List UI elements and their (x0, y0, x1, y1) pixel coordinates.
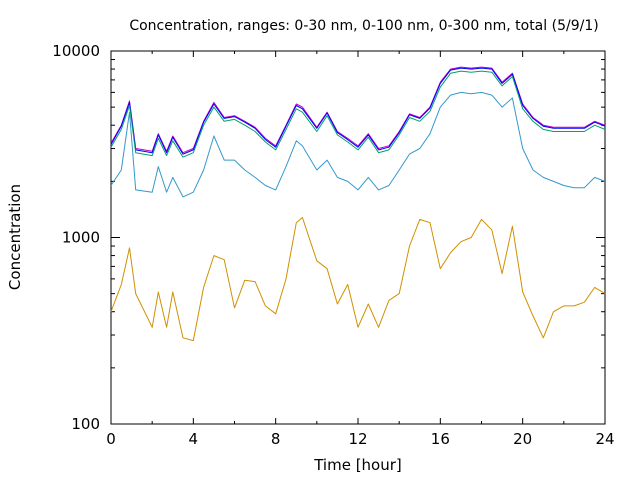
x-axis-title: Time [hour] (313, 456, 402, 474)
series-line-5 (110, 217, 606, 342)
plot-frame (110, 50, 606, 425)
y-tick-label: 10000 (52, 42, 100, 60)
x-tick-label: 8 (271, 430, 281, 448)
series-lines (110, 66, 606, 342)
y-tick-label: 100 (71, 415, 100, 433)
y-axis-title: Concentration (6, 184, 24, 290)
series-line-3 (110, 70, 606, 158)
axis-ticks (110, 50, 606, 425)
tick-labels: 0 4 8 12 16 20 24 100 1000 10000 (52, 42, 614, 448)
x-tick-label: 20 (513, 430, 532, 448)
x-tick-label: 12 (348, 430, 367, 448)
x-tick-label: 0 (106, 430, 116, 448)
x-tick-label: 24 (595, 430, 614, 448)
chart-title: Concentration, ranges: 0-30 nm, 0-100 nm… (129, 18, 598, 34)
y-tick-label: 1000 (62, 229, 100, 247)
series-line-4 (110, 91, 606, 198)
x-tick-label: 16 (431, 430, 450, 448)
series-line-1 (110, 66, 606, 154)
series-line-2 (110, 67, 606, 155)
x-tick-label: 4 (189, 430, 199, 448)
